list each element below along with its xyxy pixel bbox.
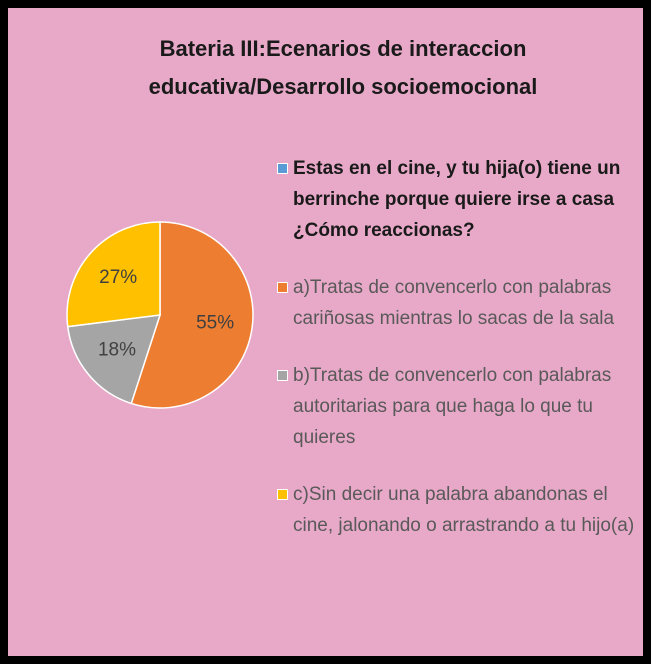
- legend-marker: [277, 163, 288, 174]
- legend-label: c)Sin decir una palabra abandonas el cin…: [293, 484, 635, 536]
- slice-label: 18%: [98, 340, 136, 361]
- legend-label: Estas en el cine, y tu hija(o) tiene un …: [293, 158, 621, 241]
- legend-label: b)Tratas de convencerlo con palabras aut…: [293, 365, 612, 448]
- legend-entry: a)Tratas de convencerlo con palabras car…: [277, 272, 637, 334]
- legend-entry: b)Tratas de convencerlo con palabras aut…: [277, 360, 637, 453]
- legend-entry: Estas en el cine, y tu hija(o) tiene un …: [277, 153, 637, 246]
- pie-slice: [66, 221, 161, 328]
- legend-entry: c)Sin decir una palabra abandonas el cin…: [277, 479, 637, 541]
- legend-marker: [277, 489, 288, 500]
- slice-label: 27%: [99, 267, 137, 288]
- chart-title: Bateria III:Ecenarios de interaccion edu…: [148, 36, 538, 99]
- pie-slice: [130, 221, 254, 409]
- plot: 55% 18% 27%: [66, 221, 254, 409]
- legend-label: a)Tratas de convencerlo con palabras car…: [293, 277, 615, 329]
- legend-marker: [277, 370, 288, 381]
- legend: Estas en el cine, y tu hija(o) tiene un …: [277, 153, 637, 541]
- pie-slice: [66, 314, 162, 405]
- slice-label: 55%: [196, 313, 234, 334]
- legend-marker: [277, 282, 288, 293]
